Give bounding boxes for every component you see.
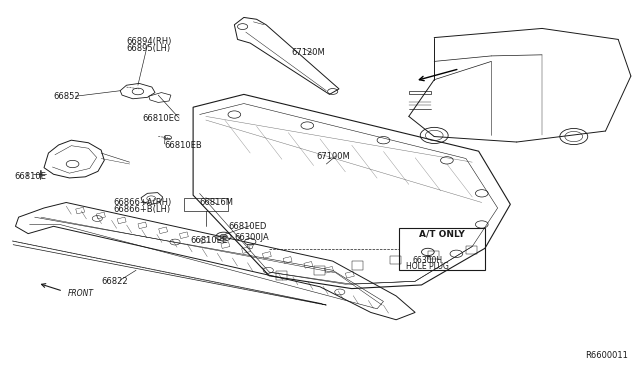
Text: 66300JA: 66300JA [234, 233, 269, 242]
Text: 67100M: 67100M [317, 152, 351, 161]
Text: 66810E: 66810E [14, 172, 46, 181]
Text: 66852: 66852 [54, 92, 80, 101]
Text: 66866+A(RH): 66866+A(RH) [114, 198, 172, 207]
Text: 66894(RH): 66894(RH) [127, 37, 172, 46]
Text: FRONT: FRONT [68, 289, 94, 298]
Text: 66300H: 66300H [413, 256, 443, 265]
Text: A/T ONLY: A/T ONLY [419, 230, 465, 239]
Circle shape [220, 234, 227, 239]
Bar [399, 228, 485, 270]
Text: 66810EE: 66810EE [190, 237, 227, 246]
Text: 66810ED: 66810ED [228, 222, 266, 231]
Text: 66822: 66822 [101, 277, 128, 286]
Text: 67120M: 67120M [291, 48, 325, 57]
Text: 66810EB: 66810EB [164, 141, 202, 150]
Text: R6600011: R6600011 [585, 351, 628, 360]
Text: HOLE PLUG: HOLE PLUG [406, 262, 449, 271]
Text: 66866+B(LH): 66866+B(LH) [114, 205, 171, 214]
Text: 66895(LH): 66895(LH) [127, 44, 171, 53]
Text: 66810EC: 66810EC [142, 114, 180, 123]
Text: 66816M: 66816M [200, 198, 234, 207]
